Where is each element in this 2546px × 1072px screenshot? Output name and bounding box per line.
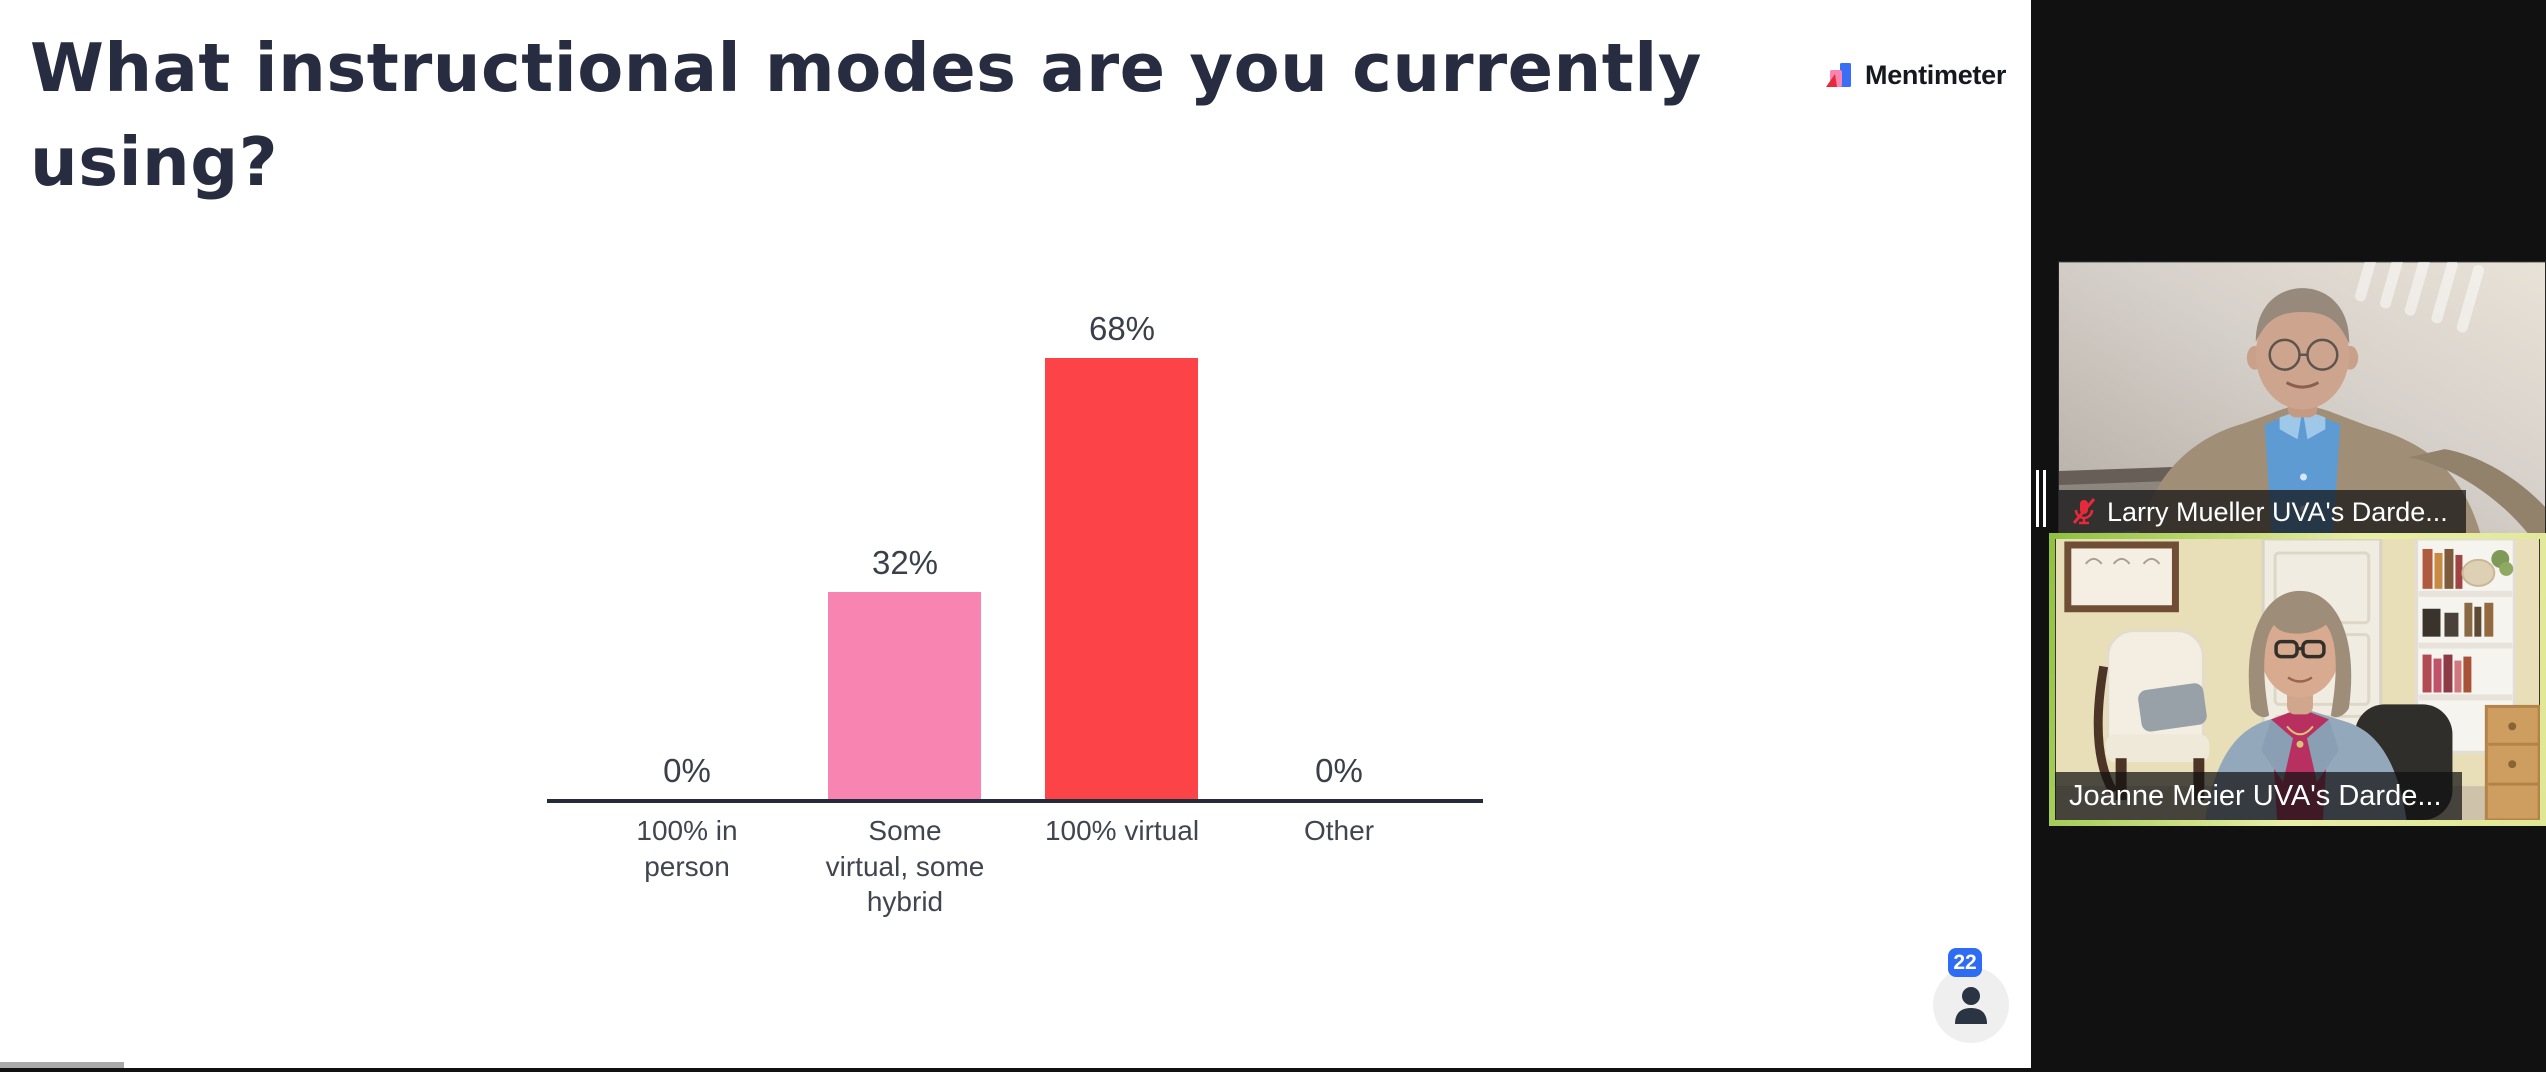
chart-column: 0% <box>587 310 787 800</box>
shared-slide: What instructional modes are you current… <box>0 0 2031 1068</box>
mentimeter-logo: Mentimeter <box>1822 58 2006 92</box>
chart-value-label: 0% <box>1315 752 1363 789</box>
chart-category-label: 100% in person <box>636 815 738 882</box>
chart-axis-line <box>547 799 1483 803</box>
mentimeter-logo-icon <box>1826 63 1851 87</box>
chart-value-label: 68% <box>1088 310 1156 347</box>
chart-column: 32% <box>805 310 1005 800</box>
chart-category-label: Some virtual, some hybrid <box>825 815 985 918</box>
page-title: What instructional modes are you current… <box>30 29 1702 201</box>
panel-resize-handle[interactable] <box>2036 470 2046 527</box>
participant-counter[interactable]: 22 <box>1933 948 2013 1044</box>
chart-column: 0% <box>1239 310 1439 800</box>
video-tile-larry[interactable]: Larry Mueller UVA's Darde... <box>2058 261 2546 535</box>
participant-name: Larry Mueller UVA's Darde... <box>2107 496 2448 527</box>
avatar <box>1933 967 2009 1043</box>
chart-bar <box>1045 358 1198 800</box>
chart-bar <box>828 592 981 800</box>
bar-chart: 0% 32% 68% 0% <box>547 310 1483 800</box>
muted-mic-icon <box>2072 498 2096 525</box>
participant-name-tag: Larry Mueller UVA's Darde... <box>2059 490 2466 534</box>
chart-value-label: 0% <box>663 752 711 789</box>
participant-count-badge: 22 <box>1948 948 1982 977</box>
chart-column: 68% <box>1022 310 1222 800</box>
mentimeter-logo-text: Mentimeter <box>1865 59 2007 90</box>
participant-name-tag: Joanne Meier UVA's Darde... <box>2055 772 2462 820</box>
chart-category-label: 100% virtual <box>1044 815 1200 846</box>
person-icon <box>1955 987 1987 1024</box>
video-tile-joanne[interactable]: Joanne Meier UVA's Darde... <box>2049 533 2546 826</box>
chart-value-label: 32% <box>871 544 939 581</box>
chart-category-label: Other <box>1303 815 1375 846</box>
taskbar-stub <box>0 1062 124 1068</box>
participant-name: Joanne Meier UVA's Darde... <box>2069 779 2442 812</box>
chart-category-labels: 100% in person Some virtual, some hybrid 100%… <box>547 813 1483 943</box>
